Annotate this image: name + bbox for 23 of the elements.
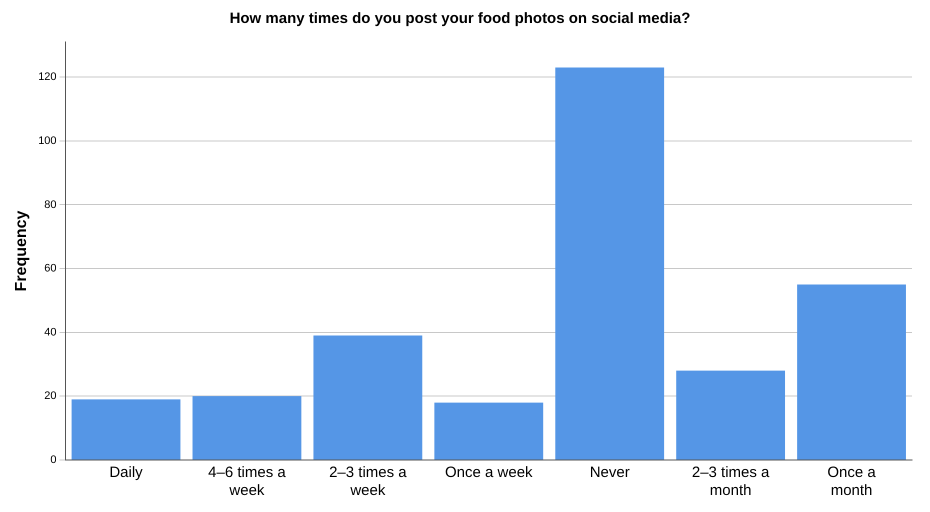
bar <box>555 68 664 460</box>
chart-title: How many times do you post your food photos on social media? <box>230 10 690 28</box>
x-tick-label: 2–3 times a week <box>329 464 408 500</box>
bar <box>72 399 180 460</box>
bar <box>192 396 302 460</box>
x-tick-label: 4–6 times a week <box>208 464 286 500</box>
y-axis-title: Frequency <box>13 210 30 292</box>
x-tick-label: Once a month <box>827 464 876 500</box>
y-tick-label: 20 <box>44 390 57 402</box>
x-tick-label: Daily <box>109 464 144 482</box>
y-tick-label: 80 <box>44 198 57 211</box>
bar <box>676 370 786 460</box>
y-tick-label: 100 <box>38 134 57 147</box>
bar <box>797 284 906 460</box>
y-tick-label: 0 <box>50 454 57 466</box>
x-tick-label: Never <box>590 464 630 482</box>
bar <box>434 402 544 460</box>
y-tick-label: 40 <box>44 326 57 338</box>
x-tick-label: Once a week <box>445 464 534 482</box>
y-tick-label: 60 <box>44 262 57 275</box>
x-tick-label: 2–3 times a month <box>692 464 770 500</box>
y-tick-label: 120 <box>38 71 57 84</box>
bar <box>313 336 422 460</box>
